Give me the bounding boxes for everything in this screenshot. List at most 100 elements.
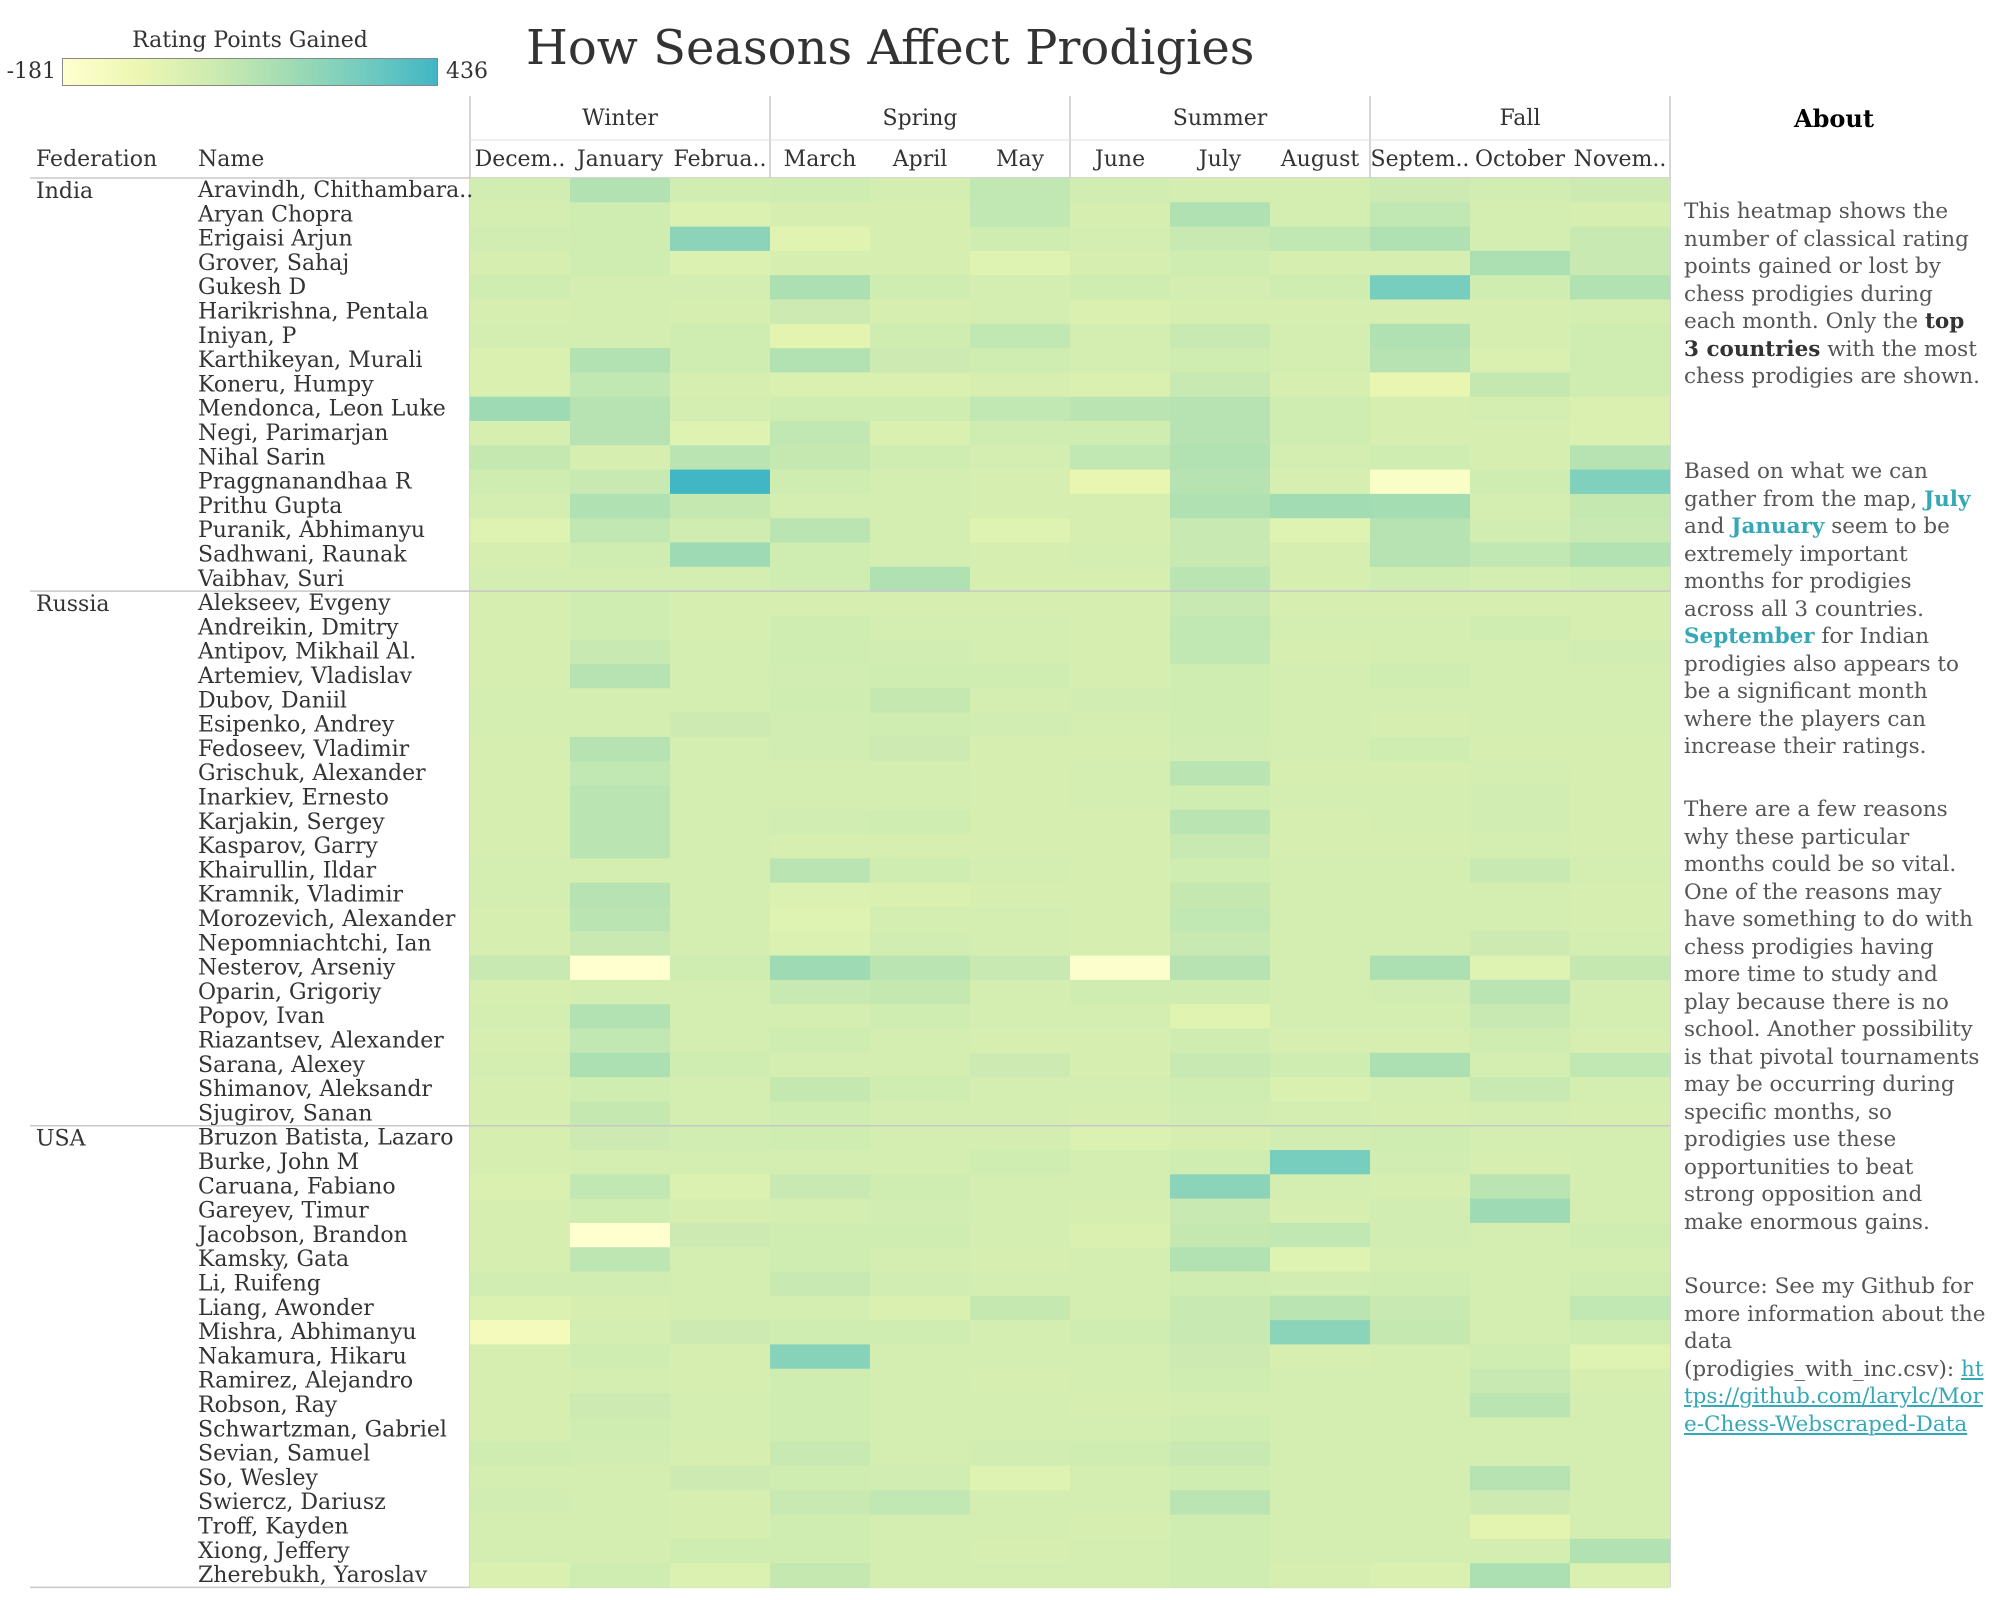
legend-color-bar xyxy=(62,58,438,86)
heat-cell xyxy=(470,882,570,908)
about-text: This heatmap shows the number of classic… xyxy=(1684,199,1969,334)
player-name: Oparin, Grigoriy xyxy=(198,980,382,1005)
heat-cell xyxy=(1270,639,1370,665)
heat-cell xyxy=(1570,1417,1670,1443)
heat-cell xyxy=(470,323,570,349)
heat-cell xyxy=(1070,761,1170,786)
heat-cell xyxy=(970,493,1070,519)
heat-cell xyxy=(1170,469,1270,495)
heat-cell xyxy=(770,493,870,519)
heat-cell xyxy=(770,907,870,932)
player-name: Shimanov, Aleksandr xyxy=(198,1077,432,1102)
month-label-1: January xyxy=(575,147,664,172)
heat-cell xyxy=(570,639,670,665)
heat-cell xyxy=(1170,1465,1270,1491)
heat-cell xyxy=(1170,348,1270,373)
heat-cell xyxy=(1370,1441,1470,1467)
heat-cell xyxy=(970,250,1070,276)
heat-cell xyxy=(1470,1563,1570,1588)
about-paragraph-1: This heatmap shows the number of classic… xyxy=(1684,198,1986,391)
heat-cell xyxy=(1070,1174,1170,1200)
heat-cell xyxy=(970,591,1070,616)
heat-cell xyxy=(870,1441,970,1467)
heat-cell xyxy=(1570,348,1670,373)
heat-cell xyxy=(1370,979,1470,1005)
heat-cell xyxy=(1570,250,1670,276)
heat-cell xyxy=(870,882,970,908)
heat-cell xyxy=(470,1490,570,1515)
heat-cell xyxy=(870,907,970,932)
heat-cell xyxy=(1470,1222,1570,1248)
heat-cell xyxy=(1270,566,1370,592)
heat-cell xyxy=(1170,518,1270,543)
heat-cell xyxy=(870,1222,970,1248)
player-name: Kramnik, Vladimir xyxy=(198,883,404,908)
heat-cell xyxy=(770,1344,870,1370)
heat-cell xyxy=(970,1125,1070,1151)
heat-cell xyxy=(970,518,1070,543)
heat-cell xyxy=(570,1222,670,1248)
heat-cell xyxy=(1270,1247,1370,1272)
player-name: Gareyev, Timur xyxy=(198,1199,369,1224)
player-name: Artemiev, Vladislav xyxy=(197,664,413,689)
heat-cell xyxy=(470,1417,570,1443)
heat-cell xyxy=(870,1393,970,1418)
heat-cell xyxy=(1370,712,1470,738)
heat-cell xyxy=(670,1125,770,1151)
heat-cell xyxy=(1270,493,1370,519)
heat-cell xyxy=(470,1077,570,1102)
heat-cell xyxy=(1470,348,1570,373)
heat-cell xyxy=(1470,1441,1570,1467)
github-link[interactable]: https://github.com/larylc/More-Chess-Web… xyxy=(1684,1356,1984,1437)
heat-cell xyxy=(770,858,870,884)
heat-cell xyxy=(470,178,570,203)
heat-cell xyxy=(1070,226,1170,252)
heat-cell xyxy=(970,712,1070,738)
federation-header: Federation xyxy=(36,147,157,172)
heat-cell xyxy=(570,566,670,592)
month-label-4: April xyxy=(892,147,948,172)
heat-cell xyxy=(1470,421,1570,446)
heat-cell xyxy=(1170,299,1270,325)
heat-cell xyxy=(570,688,670,714)
heat-cell xyxy=(1370,178,1470,203)
player-name: Vaibhav, Suri xyxy=(197,567,344,592)
heat-cell xyxy=(1270,250,1370,276)
heat-cell xyxy=(870,1077,970,1102)
heat-cell xyxy=(1470,1393,1570,1418)
heat-cell xyxy=(870,1320,970,1345)
heat-cell xyxy=(1370,736,1470,762)
heat-cell xyxy=(970,1514,1070,1540)
heat-cell xyxy=(1470,712,1570,738)
heat-cell xyxy=(570,1150,670,1175)
heat-cell xyxy=(1470,907,1570,932)
heat-cell xyxy=(1370,1344,1470,1370)
heat-cell xyxy=(1170,493,1270,519)
heat-cell xyxy=(670,493,770,519)
heat-cell xyxy=(970,1465,1070,1491)
heat-cell xyxy=(1370,664,1470,689)
player-name: Mishra, Abhimanyu xyxy=(198,1320,417,1345)
heat-cell xyxy=(970,202,1070,228)
heat-cell xyxy=(670,639,770,665)
heat-cell xyxy=(1170,591,1270,616)
heat-cell xyxy=(1270,1174,1370,1200)
heat-cell xyxy=(870,1101,970,1127)
about-text: Based on what we can gather from the map… xyxy=(1684,459,1928,512)
player-name: Antipov, Mikhail Al. xyxy=(197,640,416,665)
heat-cell xyxy=(1370,882,1470,908)
heat-cell xyxy=(1370,1563,1470,1588)
heat-cell xyxy=(1470,1174,1570,1200)
heat-cell xyxy=(670,1052,770,1078)
heat-cell xyxy=(1270,1538,1370,1564)
player-name: Popov, Ivan xyxy=(198,1004,325,1029)
heat-cell xyxy=(1170,931,1270,957)
heat-cell xyxy=(870,1174,970,1200)
heat-cell xyxy=(770,1150,870,1175)
heat-cell xyxy=(1270,1320,1370,1345)
heat-cell xyxy=(1470,178,1570,203)
heat-cell xyxy=(1170,834,1270,859)
player-name: Mendonca, Leon Luke xyxy=(198,397,446,422)
heat-cell xyxy=(870,615,970,641)
heat-cell xyxy=(670,421,770,446)
